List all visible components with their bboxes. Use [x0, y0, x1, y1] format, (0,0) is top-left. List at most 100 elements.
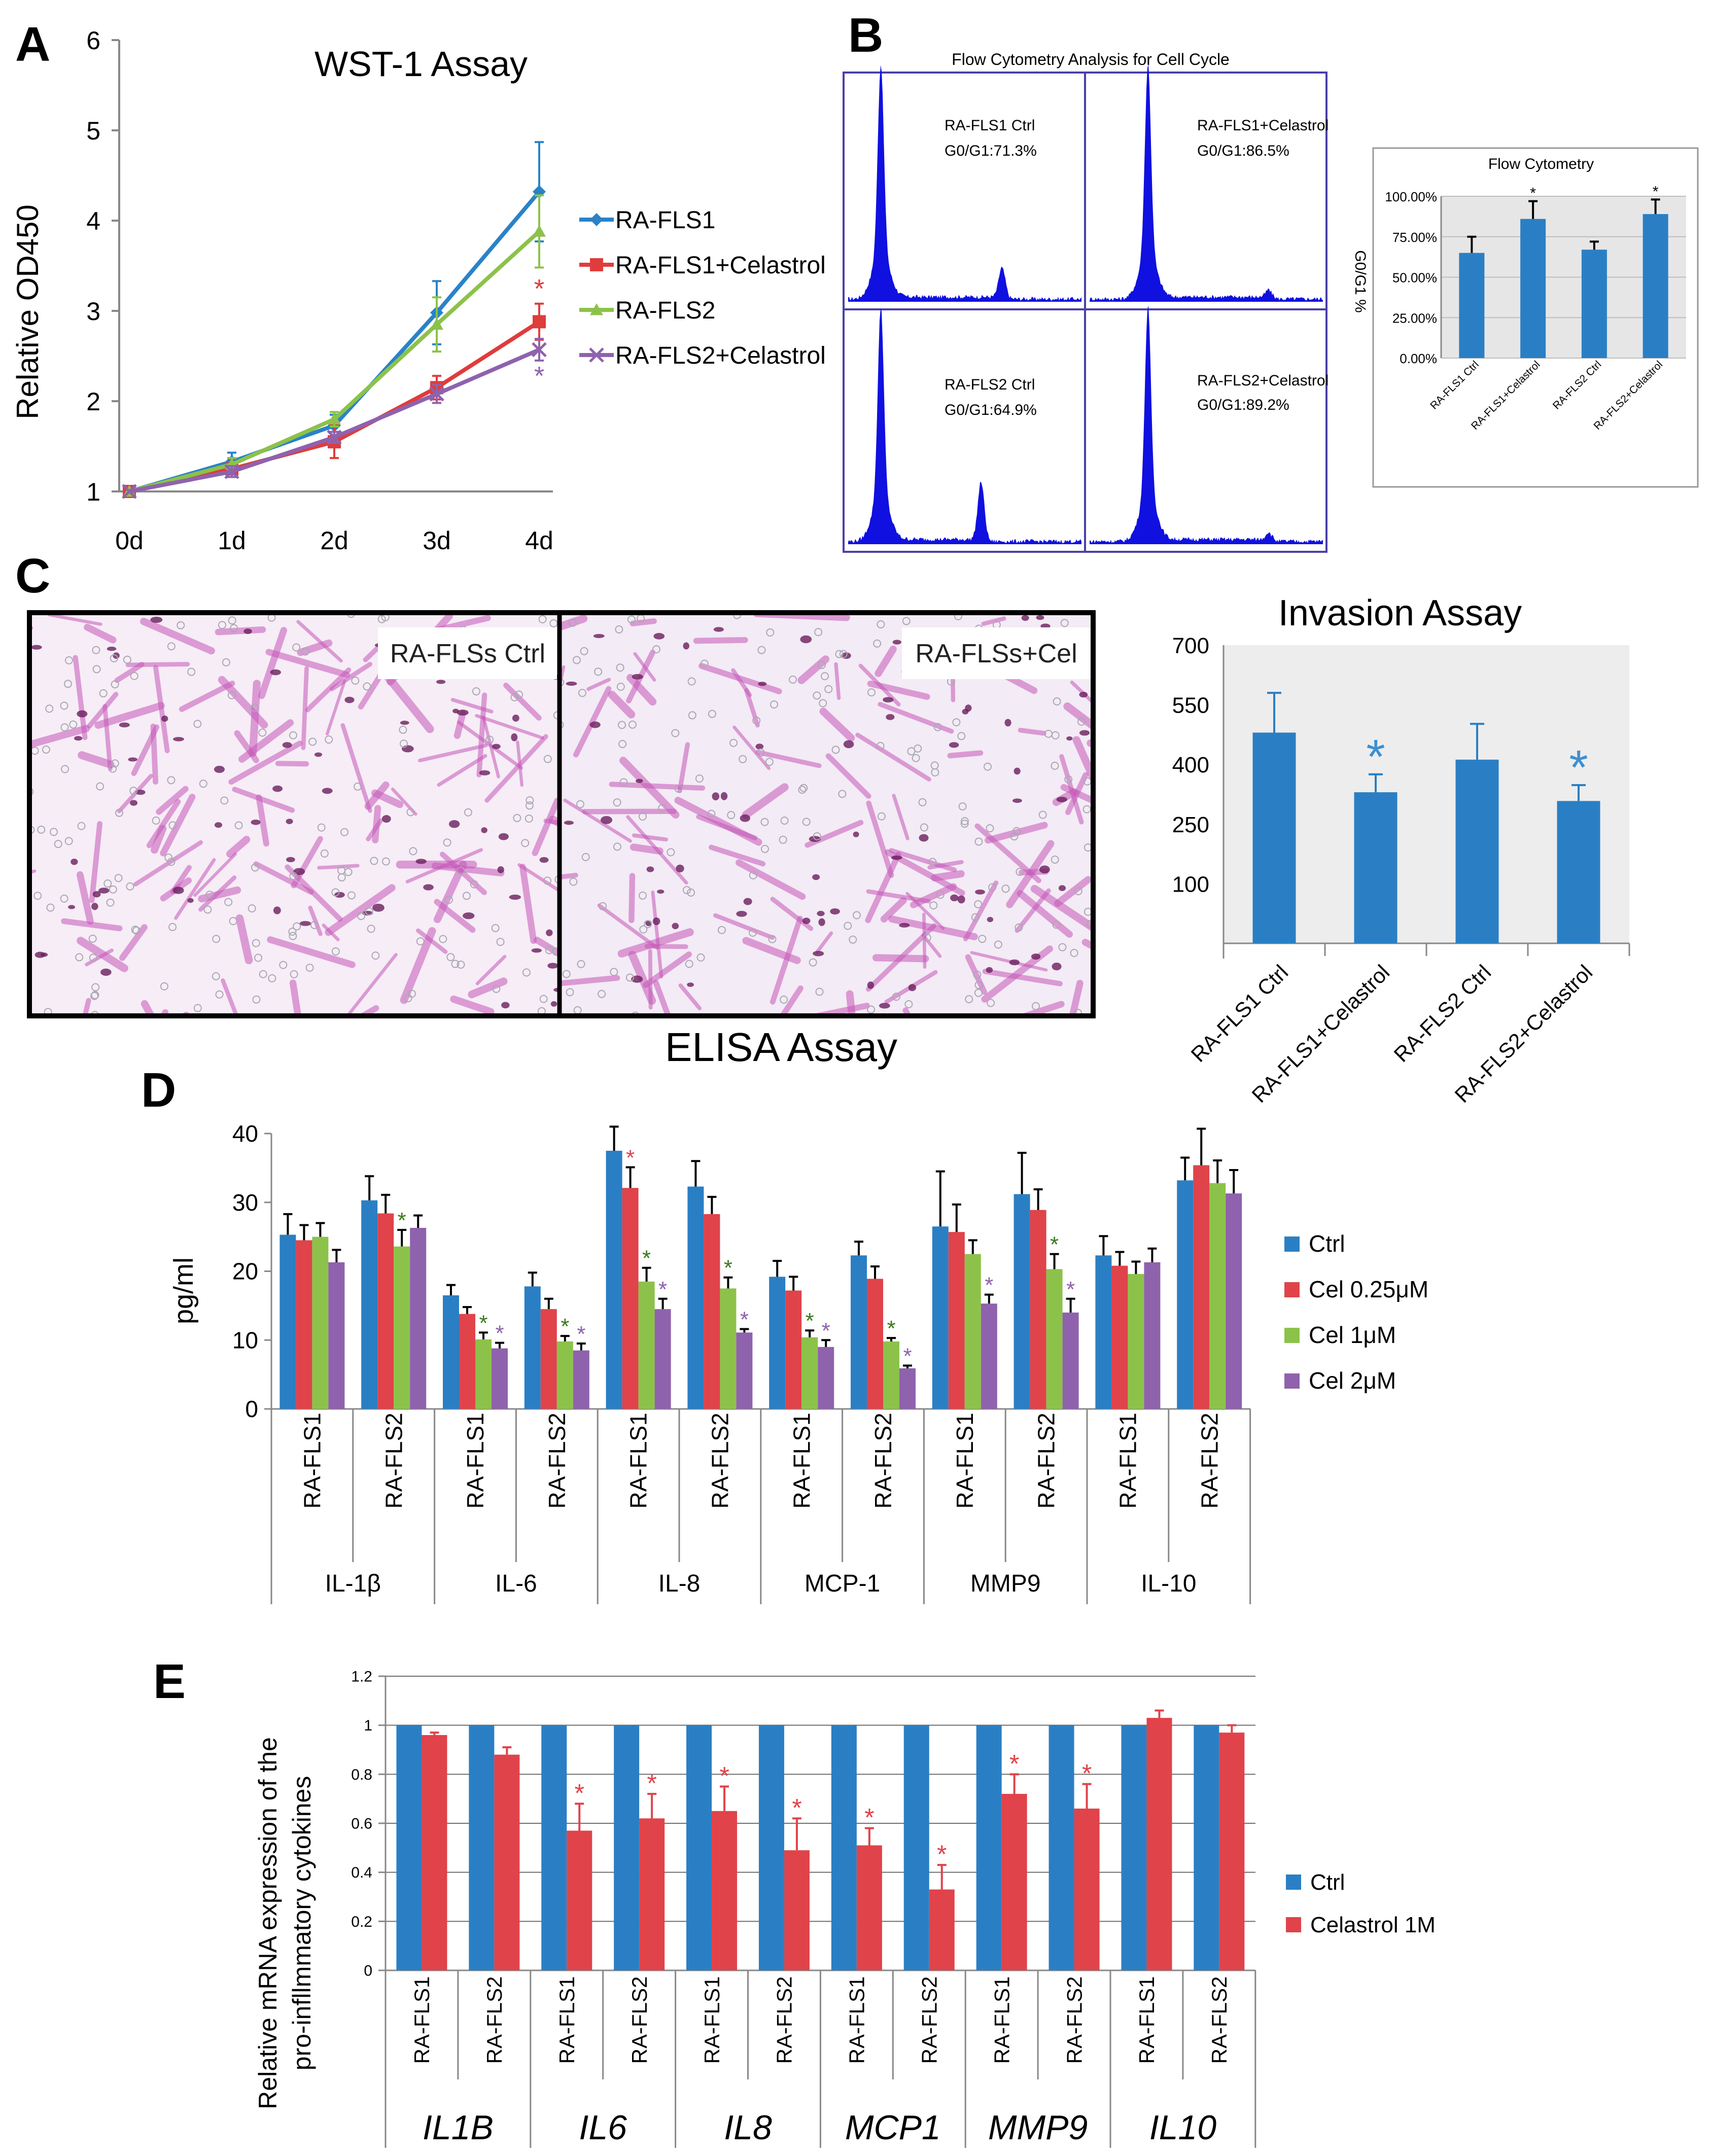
- micrograph-pore: [974, 900, 983, 908]
- micrograph-cell-process: [450, 995, 495, 1015]
- micrograph-pore: [562, 970, 571, 978]
- micrograph-pore: [671, 729, 680, 737]
- micrograph-cell-process: [232, 787, 295, 813]
- micrograph-nucleus: [539, 857, 549, 863]
- micrograph-pore: [598, 989, 606, 998]
- micrograph-pore: [54, 840, 62, 849]
- micrograph-pore: [958, 802, 967, 811]
- grouped-category-label: RA-FLS2: [380, 1412, 407, 1508]
- grouped-category-label: RA-FLS2: [544, 1412, 570, 1508]
- micrograph-cell-process: [253, 861, 314, 895]
- flow-summary-y-tick-label: 100.00%: [1385, 189, 1437, 204]
- micrograph-cell-process: [532, 798, 560, 856]
- micrograph-cell-process: [29, 725, 90, 749]
- micrograph-cell-process: [391, 787, 417, 816]
- micrograph-nucleus: [687, 982, 694, 987]
- micrograph-cell-process: [182, 1011, 190, 1016]
- micrograph-pore: [399, 739, 408, 748]
- micrograph-cell-process: [630, 618, 657, 626]
- micrograph-pore: [1052, 921, 1061, 929]
- micrograph-nucleus: [107, 647, 117, 651]
- micrograph-pore: [625, 973, 634, 982]
- micrograph-cell-process: [974, 823, 1041, 883]
- micrograph-pore: [929, 901, 938, 910]
- micrograph-cell-process: [965, 954, 988, 995]
- flow-hist-1-stat: G0/G1:71.3%: [945, 143, 1037, 159]
- micrograph-pore: [1016, 868, 1024, 876]
- micrograph-cell-process: [215, 626, 266, 635]
- micrograph-pore: [770, 700, 779, 709]
- flow-summary-y-tick-label: 0.00%: [1400, 351, 1437, 366]
- micrograph-nucleus: [314, 752, 323, 757]
- micrograph-pore: [110, 654, 118, 662]
- grouped-y-tick-label: 20: [232, 1258, 258, 1285]
- micrograph-cell-process: [872, 954, 929, 963]
- flow-histogram-trace: [848, 308, 1081, 544]
- wst1-x-tick-label: 0d: [115, 526, 144, 555]
- micrograph-nucleus: [172, 887, 184, 894]
- micrograph-cell-process: [736, 859, 806, 900]
- grouped-bar-cel-0-25-m: [540, 1309, 557, 1409]
- grouped-significance-star: *: [937, 1840, 947, 1868]
- flow-histogram-trace: [1090, 305, 1323, 544]
- grouped-group-label: MCP-1: [805, 1570, 880, 1597]
- micrograph-pore: [779, 835, 787, 844]
- grouped-bar-ctrl: [769, 1277, 786, 1409]
- micrograph-pore: [496, 938, 505, 946]
- grouped-bar-celastrol-1m: [1074, 1809, 1100, 1970]
- micrograph-pore: [289, 932, 297, 940]
- micrograph-cell-process: [94, 702, 165, 729]
- micrograph-nucleus: [986, 967, 993, 973]
- micrograph-pore: [618, 721, 626, 729]
- micrograph-pore: [539, 995, 548, 1003]
- micrograph-nucleus: [1004, 719, 1011, 727]
- micrograph-cell-process: [434, 899, 476, 933]
- micrograph-pore: [615, 625, 623, 634]
- micrograph-cell-process: [228, 740, 303, 785]
- micrograph-pore: [867, 1005, 876, 1014]
- micrograph-pore: [757, 646, 766, 654]
- micrograph-pore: [290, 970, 298, 978]
- invasion-y-tick-label: 250: [1172, 812, 1209, 837]
- micrograph-pore: [50, 828, 58, 836]
- micrograph-pore: [752, 716, 761, 725]
- wst1-legend-marker: [590, 303, 603, 315]
- micrograph-pore: [92, 665, 101, 674]
- micrograph-cell-process: [400, 927, 436, 1004]
- micrograph-nucleus: [908, 984, 917, 992]
- grouped-bar-cel-2-m: [328, 1262, 345, 1409]
- micrograph-pore: [727, 811, 736, 820]
- micrograph-nucleus: [1058, 885, 1066, 891]
- grouped-significance-star: *: [903, 1344, 912, 1368]
- micrograph-cell-process: [296, 620, 343, 663]
- micrograph-nucleus: [891, 855, 902, 860]
- grouped-bar-ctrl: [1014, 1194, 1030, 1409]
- micrograph-cell-process: [963, 880, 999, 942]
- micrograph-pore: [229, 917, 237, 926]
- micrograph-pore: [46, 903, 55, 912]
- micrograph-pore: [639, 925, 648, 934]
- micrograph-pore: [974, 837, 983, 846]
- micrograph-pore: [521, 839, 530, 847]
- micrograph-cell-process: [150, 723, 159, 785]
- micrograph-nucleus: [251, 820, 261, 825]
- micrograph-nucleus: [899, 923, 910, 928]
- panel-label-d: D: [141, 1063, 176, 1117]
- grouped-bar-ctrl: [361, 1200, 378, 1409]
- micrograph-nucleus: [589, 721, 601, 728]
- grouped-bar-cel-1-m: [556, 1341, 573, 1409]
- grouped-y-tick-label: 40: [232, 1120, 258, 1147]
- micrograph-pore: [446, 953, 455, 962]
- micrograph-nucleus: [463, 912, 475, 920]
- micrograph-pore: [268, 974, 276, 982]
- wst1-legend-label: RA-FLS1+Celastrol: [615, 252, 826, 279]
- micrograph-pore: [638, 812, 647, 821]
- grouped-y-tick-label: 30: [232, 1189, 258, 1216]
- invasion-y-tick-label: 400: [1172, 753, 1209, 777]
- micrograph-pore: [1058, 943, 1067, 951]
- micrograph-pore: [717, 926, 726, 934]
- wst1-chart-title: WST-1 Assay: [315, 44, 528, 84]
- micrograph-cell-process: [573, 686, 612, 758]
- micrograph-cell-process: [457, 720, 523, 770]
- grouped-group-label: MMP9: [988, 2108, 1088, 2147]
